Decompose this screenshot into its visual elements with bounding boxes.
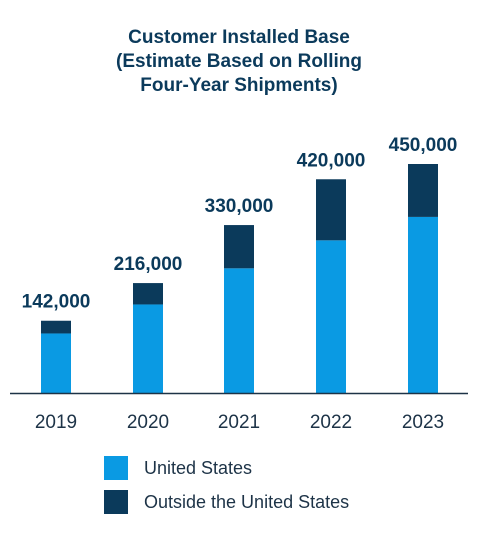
bar-united-states-2023 — [408, 216, 438, 393]
chart-title-line-1: Customer Installed Base — [128, 27, 350, 48]
legend: United States Outside the United States — [104, 456, 349, 524]
bar-outside-us-2020 — [133, 283, 163, 305]
legend-swatch-outside-us — [104, 490, 128, 514]
x-tick-2020: 2020 — [127, 412, 169, 433]
chart-title-line-3: Four-Year Shipments) — [140, 75, 338, 96]
legend-label-outside-us: Outside the United States — [144, 491, 350, 512]
chart-title-line-2: (Estimate Based on Rolling — [116, 51, 362, 72]
legend-swatch-united-states — [104, 456, 128, 480]
x-tick-2021: 2021 — [218, 412, 260, 433]
x-tick-2022: 2022 — [310, 412, 352, 433]
legend-label-united-states: United States — [144, 457, 253, 478]
bar-chart: 142,000 2019 216,000 2020 330,000 2021 420,000… — [10, 135, 468, 433]
legend-item-outside-us: Outside the United States — [104, 490, 349, 514]
bar-outside-us-2021 — [224, 225, 254, 269]
bar-outside-us-2023 — [408, 164, 438, 217]
total-label-2020: 216,000 — [114, 254, 183, 275]
bar-united-states-2020 — [133, 304, 163, 393]
total-label-2021: 330,000 — [205, 196, 274, 217]
x-tick-2019: 2019 — [35, 412, 77, 433]
total-label-2019: 142,000 — [22, 292, 91, 313]
x-tick-2023: 2023 — [402, 412, 444, 433]
legend-item-united-states: United States — [104, 456, 349, 480]
bar-united-states-2021 — [224, 268, 254, 393]
bar-outside-us-2019 — [41, 320, 71, 334]
bar-united-states-2022 — [316, 240, 346, 393]
total-label-2022: 420,000 — [297, 150, 366, 171]
total-label-2023: 450,000 — [389, 135, 458, 156]
chart-title: Customer Installed Base (Estimate Based … — [0, 26, 478, 98]
bar-united-states-2019 — [41, 333, 71, 393]
bar-outside-us-2022 — [316, 179, 346, 241]
